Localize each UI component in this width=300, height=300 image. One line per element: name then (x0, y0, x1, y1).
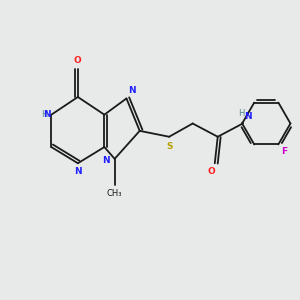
Text: N: N (128, 86, 136, 95)
Text: N: N (74, 167, 82, 176)
Text: N: N (43, 110, 51, 118)
Text: O: O (74, 56, 82, 65)
Text: S: S (166, 142, 172, 151)
Text: N: N (244, 112, 252, 121)
Text: F: F (281, 147, 287, 156)
Text: N: N (102, 156, 110, 165)
Text: CH₃: CH₃ (107, 189, 122, 198)
Text: H: H (41, 110, 48, 119)
Text: H: H (238, 109, 244, 118)
Text: O: O (208, 167, 216, 176)
